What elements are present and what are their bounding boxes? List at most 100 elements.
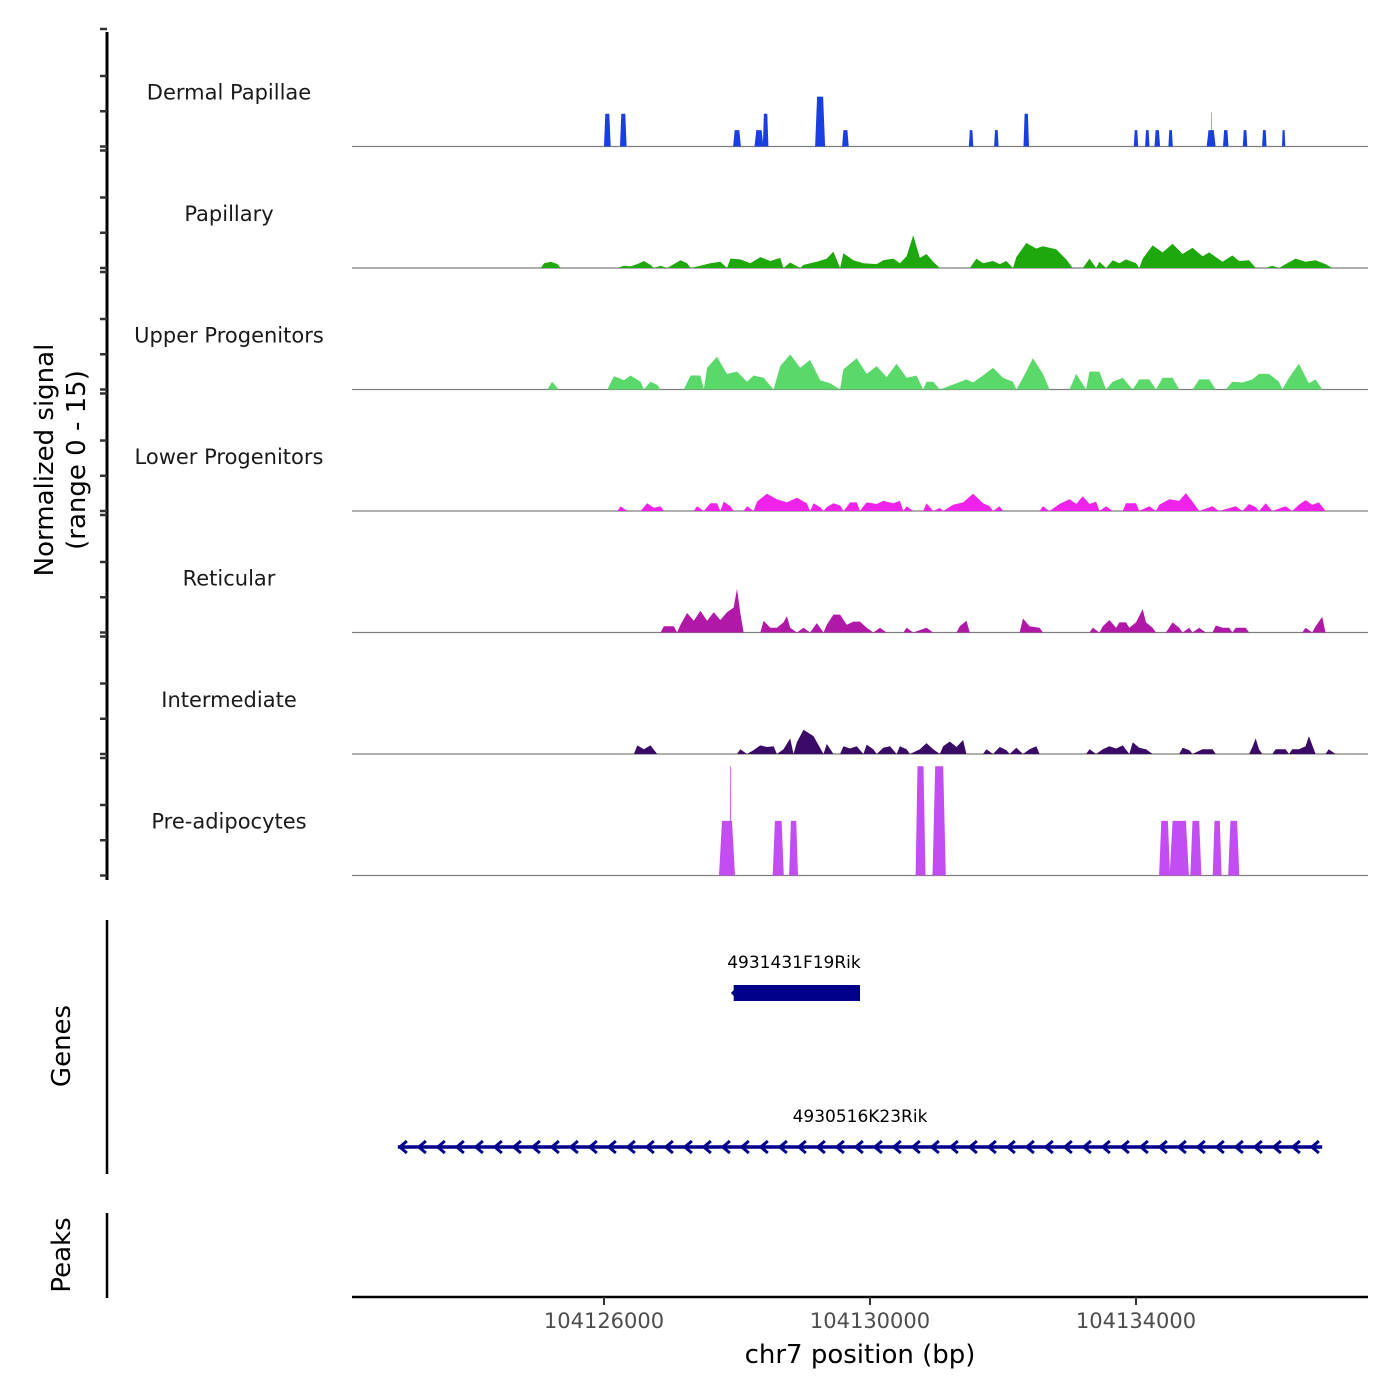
strand-arrow-icon xyxy=(663,1139,674,1155)
coverage-region xyxy=(1132,379,1156,390)
coverage-peak xyxy=(1133,130,1139,147)
gene-label: 4930516K23Rik xyxy=(793,1107,928,1127)
coverage-region xyxy=(720,501,734,511)
coverage-region xyxy=(1019,618,1043,633)
coverage-region xyxy=(840,358,924,390)
coverage-region xyxy=(607,375,644,390)
coverage-peak xyxy=(932,766,946,876)
strand-arrow-icon xyxy=(530,1139,541,1155)
strand-arrow-icon xyxy=(834,1139,845,1155)
strand-arrow-icon xyxy=(701,1139,712,1155)
coverage-region xyxy=(1129,742,1153,754)
coverage-region xyxy=(969,258,1013,268)
coverage-region xyxy=(903,506,914,511)
coverage-region xyxy=(783,262,801,268)
coverage-region xyxy=(1272,506,1293,511)
coverage-peak xyxy=(620,113,627,147)
strand-arrow-icon xyxy=(1214,1139,1225,1155)
coverage-region xyxy=(1156,493,1200,511)
coverage-region xyxy=(1292,500,1326,511)
strand-arrow-icon xyxy=(1157,1139,1168,1155)
coverage-peak xyxy=(1228,820,1240,876)
strand-arrow-icon xyxy=(587,1139,598,1155)
coverage-region xyxy=(683,375,704,390)
coverage-region xyxy=(1122,503,1140,511)
coverage-peak xyxy=(719,820,735,876)
x-tick-label: 104126000 xyxy=(544,1309,664,1333)
track-label: Reticular xyxy=(183,567,276,591)
coverage-region xyxy=(667,260,691,268)
strand-arrow-icon xyxy=(986,1139,997,1155)
track-intermediate: Intermediate xyxy=(161,688,1368,755)
strand-arrow-icon xyxy=(815,1139,826,1155)
coverage-region xyxy=(1023,746,1040,754)
coverage-region xyxy=(810,623,824,633)
coverage-region xyxy=(1106,377,1133,390)
coverage-region xyxy=(693,506,704,511)
coverage-region xyxy=(737,749,747,754)
coverage-peak xyxy=(1169,820,1189,876)
coverage-region xyxy=(1312,616,1326,633)
coverage-peak xyxy=(789,820,798,876)
coverage-peak xyxy=(815,96,826,147)
gene-4930516k23rik: 4930516K23Rik xyxy=(397,1107,1323,1155)
coverage-tracks: Dermal Papillae Papillary Upper Progenitor… xyxy=(134,81,1368,877)
coverage-region xyxy=(1179,747,1193,754)
genes-track: 4931431F19Rik 4930516K23Rik xyxy=(397,953,1323,1155)
strand-arrow-icon xyxy=(1233,1139,1244,1155)
coverage-region xyxy=(1219,506,1243,511)
coverage-y-axis-ticks xyxy=(100,27,107,877)
coverage-region xyxy=(773,354,841,390)
coverage-region xyxy=(840,746,864,754)
strand-arrow-icon xyxy=(967,1139,978,1155)
strand-arrow-icon xyxy=(1176,1139,1187,1155)
coverage-region xyxy=(1099,506,1113,511)
coverage-region xyxy=(660,626,678,633)
coverage-region xyxy=(793,729,824,754)
coverage-peak xyxy=(915,766,926,876)
track-papillary: Papillary xyxy=(184,202,1368,269)
coverage-region xyxy=(1192,379,1216,390)
track-label: Pre-adipocytes xyxy=(151,810,306,834)
strand-arrow-icon xyxy=(1271,1139,1282,1155)
strand-arrow-icon xyxy=(796,1139,807,1155)
coverage-region xyxy=(1013,243,1073,268)
coverage-peak xyxy=(1282,130,1286,147)
coverage-region xyxy=(860,500,904,511)
x-tick-label: 104130000 xyxy=(810,1309,930,1333)
coverage-region xyxy=(1232,627,1250,633)
coverage-peak xyxy=(1190,820,1202,876)
coverage-region xyxy=(993,747,1010,754)
coverage-region xyxy=(1259,503,1273,511)
coverage-region xyxy=(633,745,658,754)
coverage-region xyxy=(1289,736,1316,754)
coverage-region xyxy=(796,627,811,633)
track-upper-progenitors: Upper Progenitors xyxy=(134,324,1368,391)
gene-label: 4931431F19Rik xyxy=(727,953,861,973)
strand-arrow-icon xyxy=(730,987,739,999)
strand-arrow-icon xyxy=(492,1139,503,1155)
strand-arrow-icon xyxy=(1252,1139,1263,1155)
strand-arrow-icon xyxy=(1100,1139,1111,1155)
strand-arrow-icon xyxy=(511,1139,522,1155)
coverage-peak xyxy=(968,130,974,147)
coverage-peak xyxy=(1168,130,1173,147)
coverage-peak xyxy=(1206,130,1216,147)
strand-arrow-icon xyxy=(454,1139,465,1155)
coverage-region xyxy=(1086,371,1107,390)
coverage-region xyxy=(923,503,934,511)
coverage-peak xyxy=(1145,130,1150,147)
coverage-region xyxy=(1039,506,1050,511)
strand-arrow-icon xyxy=(1195,1139,1206,1155)
strand-arrow-icon xyxy=(625,1139,636,1155)
strand-arrow-icon xyxy=(549,1139,560,1155)
strand-arrow-icon xyxy=(1062,1139,1073,1155)
coverage-peak xyxy=(762,113,769,147)
coverage-region xyxy=(677,588,744,633)
coverage-region xyxy=(876,746,897,754)
coverage-region xyxy=(1212,625,1233,633)
strand-arrow-icon xyxy=(473,1139,484,1155)
coverage-peak xyxy=(842,130,849,147)
genes-track-label: Genes xyxy=(47,1005,77,1087)
strand-arrow-icon xyxy=(758,1139,769,1155)
